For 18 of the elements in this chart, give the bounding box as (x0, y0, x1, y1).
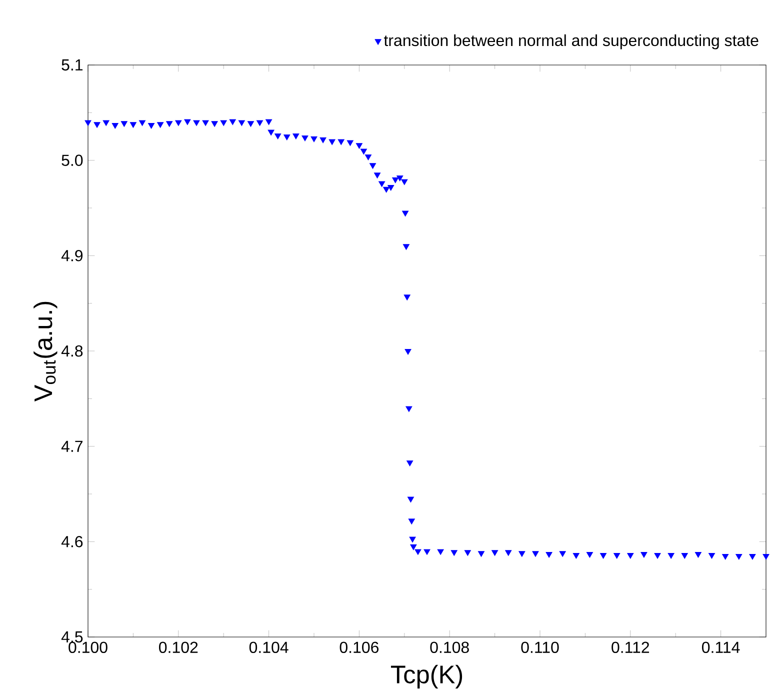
x-tick-label: 0.104 (249, 642, 288, 654)
x-tick-label: 0.106 (340, 642, 379, 654)
y-tick-label: 4.8 (61, 345, 83, 357)
y-tick-label: 4.6 (61, 536, 83, 548)
y-tick-label: 4.5 (61, 631, 83, 643)
x-tick-label: 0.108 (430, 642, 469, 654)
y-axis-title: V$_{out}$(a.u.) (34, 302, 58, 402)
y-tick-label: 5.0 (62, 154, 83, 166)
x-tick-label: 0.114 (702, 642, 740, 654)
x-tick-label: 0.110 (521, 642, 559, 654)
y-tick-label: 5.1 (62, 59, 83, 71)
legend-label: transition between normal and superconducting state (384, 34, 758, 50)
x-tick-label: 0.102 (159, 642, 198, 654)
x-tick-label: 0.112 (612, 642, 650, 654)
x-tick-label: 0.100 (68, 642, 108, 654)
x-axis-title: Tcp(K) (390, 664, 462, 688)
y-tick-label: 4.7 (61, 440, 82, 452)
y-tick-label: 4.9 (61, 250, 83, 262)
